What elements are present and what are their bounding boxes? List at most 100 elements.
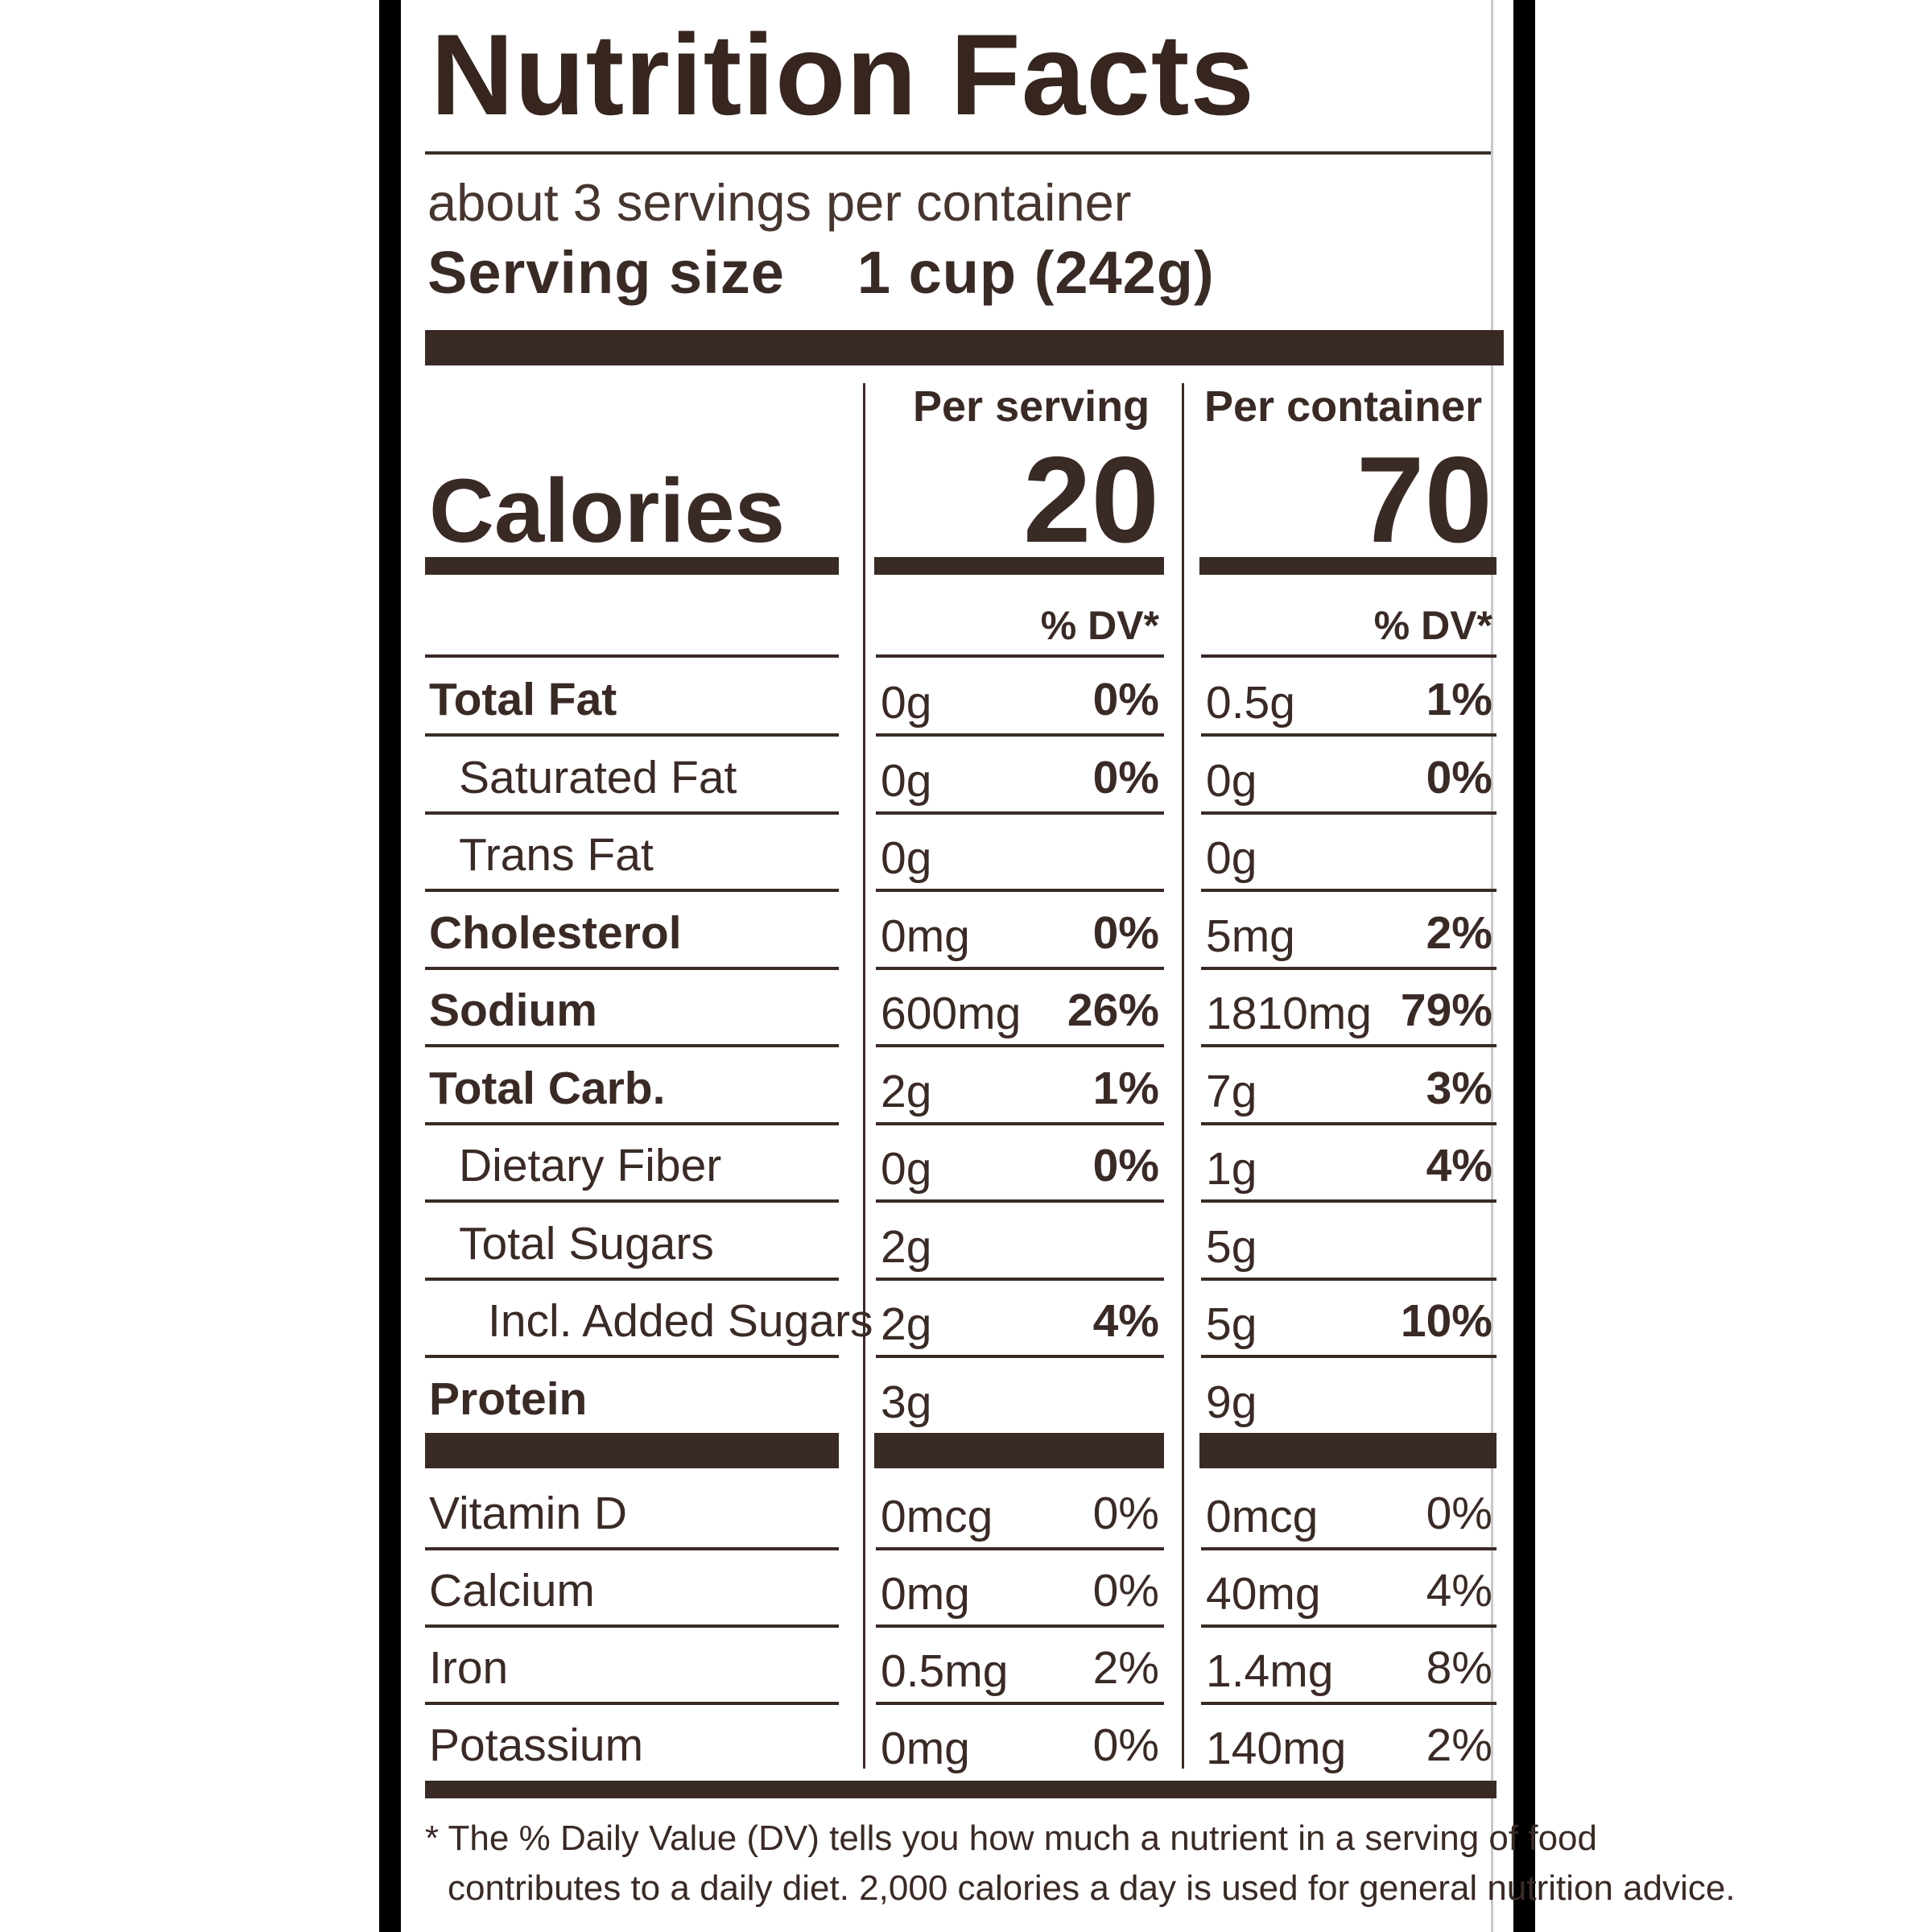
container-amount: 0g: [1206, 755, 1257, 807]
serving-amount: 0g: [881, 677, 932, 729]
nutrient-rule-middle: [876, 1044, 1164, 1047]
container-amount: 40mg: [1206, 1568, 1321, 1620]
vitamin-rule-right: [1201, 1702, 1496, 1705]
serving-size-label: Serving size: [427, 239, 785, 306]
nutrient-rule-right: [1201, 1044, 1496, 1047]
nutrient-name: Sodium: [429, 985, 597, 1036]
nutrient-name: Saturated Fat: [459, 752, 737, 803]
left-black-border: [379, 0, 401, 1932]
serving-dv: 2%: [1092, 1642, 1159, 1694]
footnote-bar: [425, 1781, 1496, 1798]
container-dv: 0%: [1426, 1488, 1492, 1539]
nutrient-rule-left: [425, 1044, 839, 1047]
nutrient-rule-right: [1201, 889, 1496, 892]
serving-dv: 26%: [1067, 985, 1159, 1036]
serving-amount: 3g: [881, 1377, 932, 1428]
nutrient-rule-middle: [876, 1355, 1164, 1358]
nutrient-name: Total Carb.: [429, 1063, 666, 1114]
nutrient-rule-left: [425, 889, 839, 892]
nutrient-name: Total Fat: [429, 674, 617, 725]
container-dv: 1%: [1426, 674, 1492, 725]
nutrient-rule-left: [425, 733, 839, 737]
nutrient-rule-right: [1201, 1199, 1496, 1203]
vitamin-rule-left: [425, 1702, 839, 1705]
calories-bar-left: [425, 557, 839, 575]
nutrient-rule-right: [1201, 811, 1496, 815]
nutrient-name: Calcium: [429, 1565, 595, 1616]
nutrient-rule-middle: [876, 967, 1164, 970]
dv-header-rule-right: [1201, 654, 1496, 658]
column-divider-left: [863, 383, 865, 1769]
container-amount: 1g: [1206, 1143, 1257, 1195]
serving-size: Serving size 1 cup (242g): [427, 238, 1215, 307]
nutrient-name: Iron: [429, 1642, 509, 1694]
serving-amount: 0g: [881, 1143, 932, 1195]
serving-size-value: 1 cup (242g): [857, 239, 1215, 306]
calories-bar-right: [1199, 557, 1496, 575]
container-dv: 2%: [1426, 907, 1492, 959]
nutrient-name: Potassium: [429, 1719, 644, 1771]
nutrient-name: Cholesterol: [429, 907, 682, 959]
container-amount: 0.5g: [1206, 677, 1295, 729]
container-amount: 140mg: [1206, 1723, 1347, 1774]
serving-amount: 0mg: [881, 1568, 970, 1620]
vitamin-rule-middle: [876, 1702, 1164, 1705]
footnote: * The % Daily Value (DV) tells you how m…: [425, 1814, 1736, 1913]
serving-dv: 4%: [1092, 1295, 1159, 1347]
serving-dv: 0%: [1092, 1140, 1159, 1191]
nutrient-rule-left: [425, 1122, 839, 1125]
container-dv: 2%: [1426, 1719, 1492, 1771]
right-black-border: [1513, 0, 1535, 1932]
vitamin-rule-left: [425, 1624, 839, 1628]
dv-header-container: % DV*: [1373, 603, 1492, 648]
nutrient-rule-middle: [876, 1199, 1164, 1203]
dv-header-rule-middle: [876, 654, 1164, 658]
nutrient-rule-left: [425, 1199, 839, 1203]
serving-amount: 2g: [881, 1298, 932, 1350]
per-serving-header: Per serving: [913, 382, 1150, 431]
nutrient-rule-right: [1201, 1122, 1496, 1125]
nutrient-rule-middle: [876, 1278, 1164, 1281]
container-amount: 5g: [1206, 1298, 1257, 1350]
serving-dv: 1%: [1092, 1063, 1159, 1114]
calories-bar-middle: [874, 557, 1164, 575]
container-dv: 3%: [1426, 1063, 1492, 1114]
calories-label: Calories: [429, 460, 785, 561]
vitamin-rule-middle: [876, 1624, 1164, 1628]
vitamin-bar-right: [1199, 1433, 1496, 1468]
serving-dv: 0%: [1092, 1565, 1159, 1616]
serving-amount: 0mg: [881, 910, 970, 962]
vitamin-rule-right: [1201, 1547, 1496, 1550]
container-dv: 4%: [1426, 1565, 1492, 1616]
dv-header-rule-left: [425, 654, 839, 658]
serving-amount: 0.5mg: [881, 1645, 1009, 1697]
serving-amount: 0g: [881, 832, 932, 884]
serving-amount: 2g: [881, 1221, 932, 1273]
container-amount: 1.4mg: [1206, 1645, 1334, 1697]
servings-per-container: about 3 servings per container: [427, 173, 1132, 232]
nutrient-rule-left: [425, 1355, 839, 1358]
nutrient-rule-right: [1201, 1278, 1496, 1281]
column-divider-right: [1182, 383, 1184, 1769]
calories-per-container: 70: [1356, 431, 1492, 568]
nutrient-rule-right: [1201, 733, 1496, 737]
serving-dv: 0%: [1092, 674, 1159, 725]
nutrient-name: Incl. Added Sugars: [488, 1295, 873, 1347]
vitamin-rule-left: [425, 1547, 839, 1550]
container-dv: 8%: [1426, 1642, 1492, 1694]
serving-amount: 0g: [881, 755, 932, 807]
nutrient-rule-left: [425, 967, 839, 970]
vitamin-bar-left: [425, 1433, 839, 1468]
container-dv: 0%: [1426, 752, 1492, 803]
container-amount: 7g: [1206, 1066, 1257, 1117]
nutrient-name: Trans Fat: [459, 829, 654, 881]
serving-dv: 0%: [1092, 1719, 1159, 1771]
nutrition-facts-label: Nutrition Facts about 3 servings per con…: [401, 0, 1736, 1932]
footnote-line-1: * The % Daily Value (DV) tells you how m…: [425, 1818, 1597, 1858]
footnote-line-2: contributes to a daily diet. 2,000 calor…: [448, 1868, 1736, 1908]
container-amount: 1810mg: [1206, 988, 1372, 1039]
right-edge-line: [1491, 0, 1493, 1932]
nutrient-rule-middle: [876, 811, 1164, 815]
serving-dv: 0%: [1092, 752, 1159, 803]
nutrient-rule-left: [425, 1278, 839, 1281]
